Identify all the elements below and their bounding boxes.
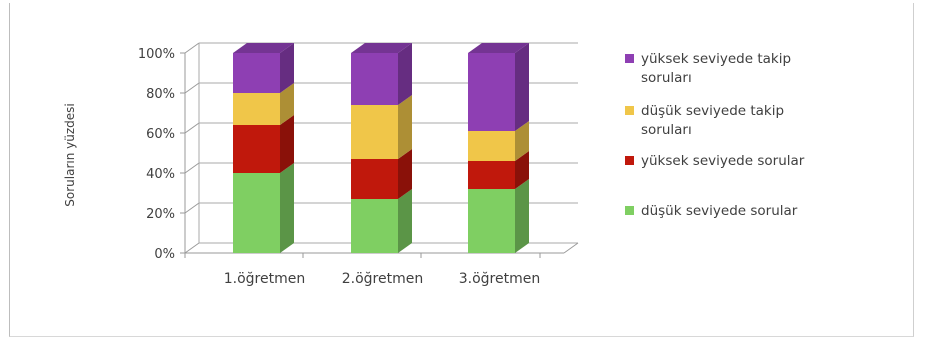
bar-segment: [468, 53, 515, 131]
legend-swatch: [625, 106, 634, 115]
floor-edge: [563, 242, 579, 254]
legend-swatch: [625, 54, 634, 63]
category-label: 2.öğretmen: [342, 271, 423, 287]
bar-segment-side: [280, 163, 294, 253]
y-tick-label: 60%: [146, 127, 175, 142]
legend-swatch: [625, 156, 634, 165]
bar-segment-side: [280, 83, 294, 125]
legend-label: düşük seviyede takip soruları: [641, 103, 784, 138]
category-label: 1.öğretmen: [224, 271, 305, 287]
grid-depth-line: [184, 122, 200, 134]
bar-segment-side: [398, 189, 412, 253]
bar-segment: [468, 189, 515, 253]
bar-segment: [351, 105, 398, 159]
bar-segment: [233, 125, 280, 173]
legend-label: yüksek seviyede takip soruları: [641, 51, 791, 86]
bar-top: [233, 43, 294, 53]
bar-segment-side: [280, 43, 294, 93]
legend-swatch: [625, 206, 634, 215]
bar-segment-side: [398, 149, 412, 199]
y-tick-label: 80%: [146, 87, 175, 102]
legend-label: yüksek seviyede sorular: [641, 153, 805, 169]
bar-segment-side: [398, 95, 412, 159]
grid-depth-line: [184, 202, 200, 214]
bar-segment-side: [280, 115, 294, 173]
category-label: 3.öğretmen: [459, 271, 540, 287]
bar-top: [468, 43, 529, 53]
bar-segment-side: [515, 43, 529, 131]
bar-segment-side: [398, 43, 412, 105]
bar-segment: [351, 159, 398, 199]
bar-segment: [351, 53, 398, 105]
bar-segment-side: [515, 179, 529, 253]
bar-segment-side: [515, 121, 529, 161]
y-tick-label: 20%: [146, 207, 175, 222]
y-axis-label: Soruların yüzdesi: [63, 103, 77, 206]
bar-segment: [468, 161, 515, 189]
legend-label: düşük seviyede sorular: [641, 203, 798, 219]
y-tick-label: 0%: [154, 247, 175, 262]
bar-top: [351, 43, 412, 53]
bar-segment: [351, 199, 398, 253]
y-tick-label: 40%: [146, 167, 175, 182]
y-tick-label: 100%: [138, 47, 175, 62]
bar-segment: [233, 53, 280, 93]
grid-depth-line: [184, 82, 200, 94]
bar-segment: [468, 131, 515, 161]
chart-frame: [9, 3, 914, 337]
grid-depth-line: [184, 242, 200, 254]
bar-segment: [233, 93, 280, 125]
bar-segment: [233, 173, 280, 253]
grid-depth-line: [184, 42, 200, 54]
bar-segment-side: [515, 151, 529, 189]
grid-depth-line: [184, 162, 200, 174]
